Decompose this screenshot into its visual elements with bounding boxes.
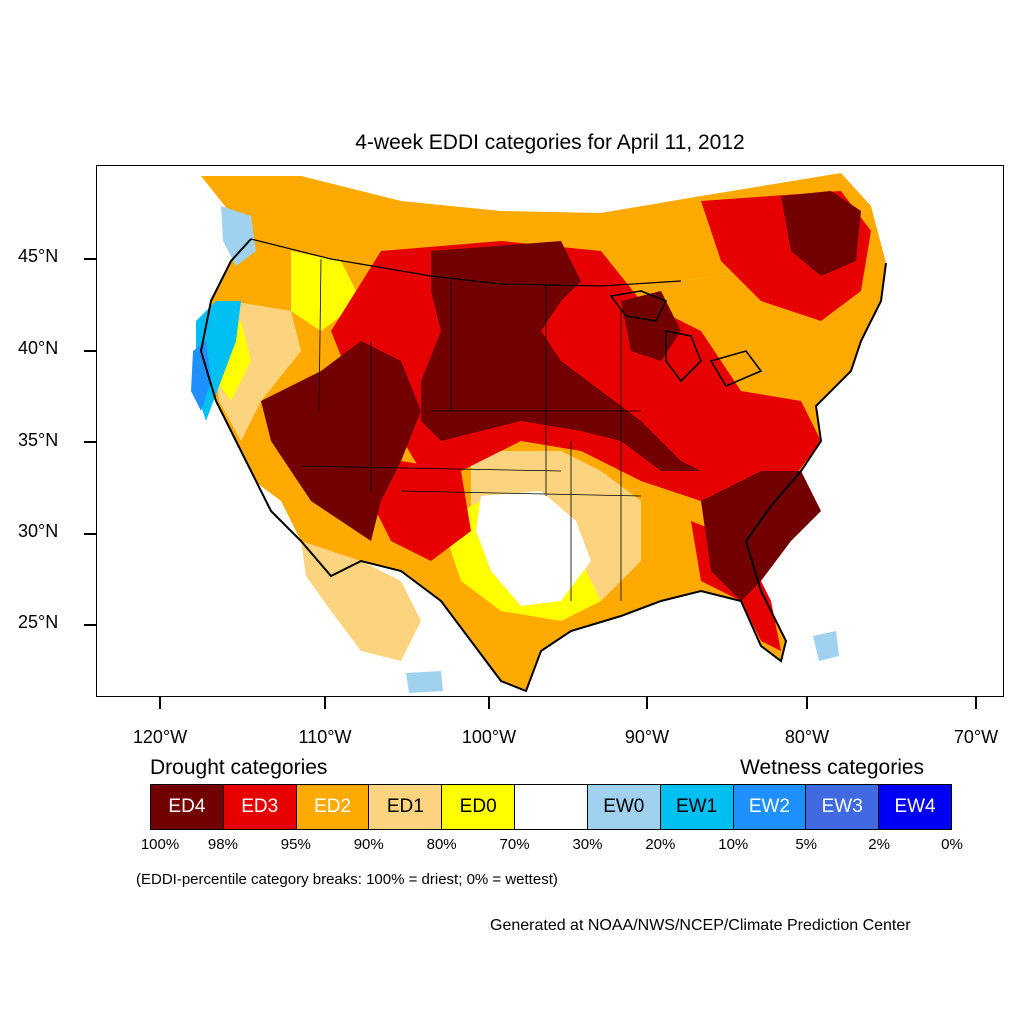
category-box: EW1 [660,785,734,829]
lon-tick [324,697,326,709]
breaks-note: (EDDI-percentile category breaks: 100% =… [136,871,558,888]
percentile-label: 98% [207,836,238,853]
map-frame [96,165,1004,697]
drought-heading: Drought categories [150,756,328,779]
category-box: ED4 [151,785,224,829]
category-colorbar: ED4 ED3 ED2 ED1 ED0 EW0 EW1 EW2 EW3 EW4 [150,784,952,830]
lat-tick [84,350,96,352]
percentile-label: 2% [868,836,890,853]
percentile-label: 90% [353,836,384,853]
percentile-label: 100% [140,836,180,853]
percentile-label: 80% [426,836,457,853]
lon-tick [488,697,490,709]
lon-tick [806,697,808,709]
percentile-label: 20% [645,836,676,853]
lat-label: 30°N [18,521,59,541]
percentile-label: 30% [572,836,603,853]
lon-tick [975,697,977,709]
neutral-texas [476,491,591,606]
ed4-north [481,251,571,301]
percentile-label: 10% [718,836,749,853]
ew-washington [221,206,256,266]
percentile-label: 70% [499,836,530,853]
state-lines [300,258,642,601]
ew2-coast [191,341,211,411]
coastline [199,238,887,693]
ed1-mexico [301,541,421,661]
ed4-west [261,341,421,541]
ew-mexico-south [406,671,443,693]
map-title: 4-week EDDI categories for April 11, 201… [355,131,745,154]
lat-label: 25°N [18,612,59,632]
lat-tick [84,533,96,535]
ed3-southwest [371,461,471,561]
ed4-southeast [701,471,821,601]
lon-label: 110°W [298,727,352,747]
national-border [250,238,682,287]
credit-line: Generated at NOAA/NWS/NCEP/Climate Predi… [490,917,911,934]
percentile-label: 0% [941,836,963,853]
percentile-label: 95% [280,836,311,853]
neutral-baja [241,471,301,591]
lon-label: 100°W [461,727,517,747]
category-box: ED3 [223,785,297,829]
lat-tick [84,624,96,626]
lat-tick [84,441,96,443]
category-box: EW4 [879,785,951,829]
lat-label: 35°N [18,430,59,450]
ew-florida-keys [813,631,839,661]
category-box: ED0 [442,785,516,829]
category-box: EW2 [733,785,807,829]
percentile-label: 5% [795,836,818,853]
lon-tick [646,697,648,709]
lon-label: 70°W [953,727,999,747]
lon-tick [159,697,161,709]
category-box: ED2 [296,785,370,829]
lon-label: 80°W [784,727,830,747]
category-box: ED1 [369,785,443,829]
wetness-heading: Wetness categories [740,756,925,779]
category-box [515,785,588,829]
lat-tick [84,258,96,260]
lat-label: 40°N [18,338,59,358]
drought-map [191,173,887,693]
category-box: EW3 [806,785,880,829]
lon-label: 90°W [624,727,670,747]
category-box: EW0 [587,785,661,829]
lon-label: 120°W [132,727,188,747]
great-lakes-outline [609,290,763,388]
lat-label: 45°N [18,246,59,266]
ed4-canada [781,191,861,276]
